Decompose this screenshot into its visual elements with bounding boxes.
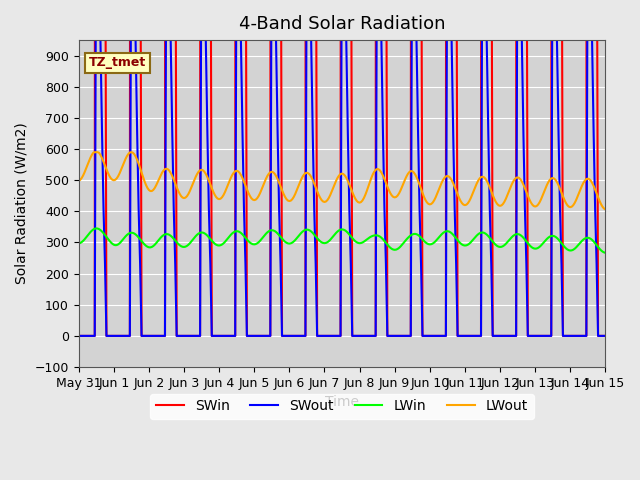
Title: 4-Band Solar Radiation: 4-Band Solar Radiation	[239, 15, 445, 33]
SWin	[90, 333, 97, 339]
Y-axis label: Solar Radiation (W/m2): Solar Radiation (W/m2)	[15, 123, 29, 285]
LWout	[602, 206, 609, 212]
SWin	[75, 333, 83, 339]
LWout	[75, 178, 83, 184]
Line: SWin: SWin	[79, 0, 605, 336]
LWin	[602, 250, 609, 256]
Line: LWout: LWout	[79, 152, 605, 209]
LWout	[91, 149, 99, 155]
SWout	[406, 333, 413, 339]
SWout	[174, 333, 182, 339]
SWin	[394, 333, 401, 339]
LWout	[539, 193, 547, 199]
Line: SWout: SWout	[79, 0, 605, 336]
SWin	[406, 333, 413, 339]
LWin	[174, 241, 182, 247]
LWout	[376, 168, 384, 173]
SWout	[75, 333, 83, 339]
SWout	[394, 333, 401, 339]
Line: LWin: LWin	[79, 228, 605, 253]
LWin	[539, 241, 547, 247]
LWout	[90, 150, 97, 156]
SWout	[539, 333, 547, 339]
LWout	[394, 192, 401, 198]
LWin	[394, 246, 401, 252]
Text: TZ_tmet: TZ_tmet	[89, 56, 147, 69]
SWin	[174, 333, 182, 339]
LWin	[406, 234, 413, 240]
LWin	[376, 234, 384, 240]
X-axis label: Time: Time	[325, 396, 359, 409]
SWout	[90, 333, 97, 339]
LWout	[174, 188, 182, 193]
SWout	[602, 333, 609, 339]
LWin	[90, 227, 97, 232]
LWin	[75, 240, 83, 246]
LWin	[92, 226, 100, 231]
LWout	[406, 169, 413, 175]
SWin	[602, 333, 609, 339]
Legend: SWin, SWout, LWin, LWout: SWin, SWout, LWin, LWout	[150, 394, 534, 419]
SWin	[539, 333, 547, 339]
